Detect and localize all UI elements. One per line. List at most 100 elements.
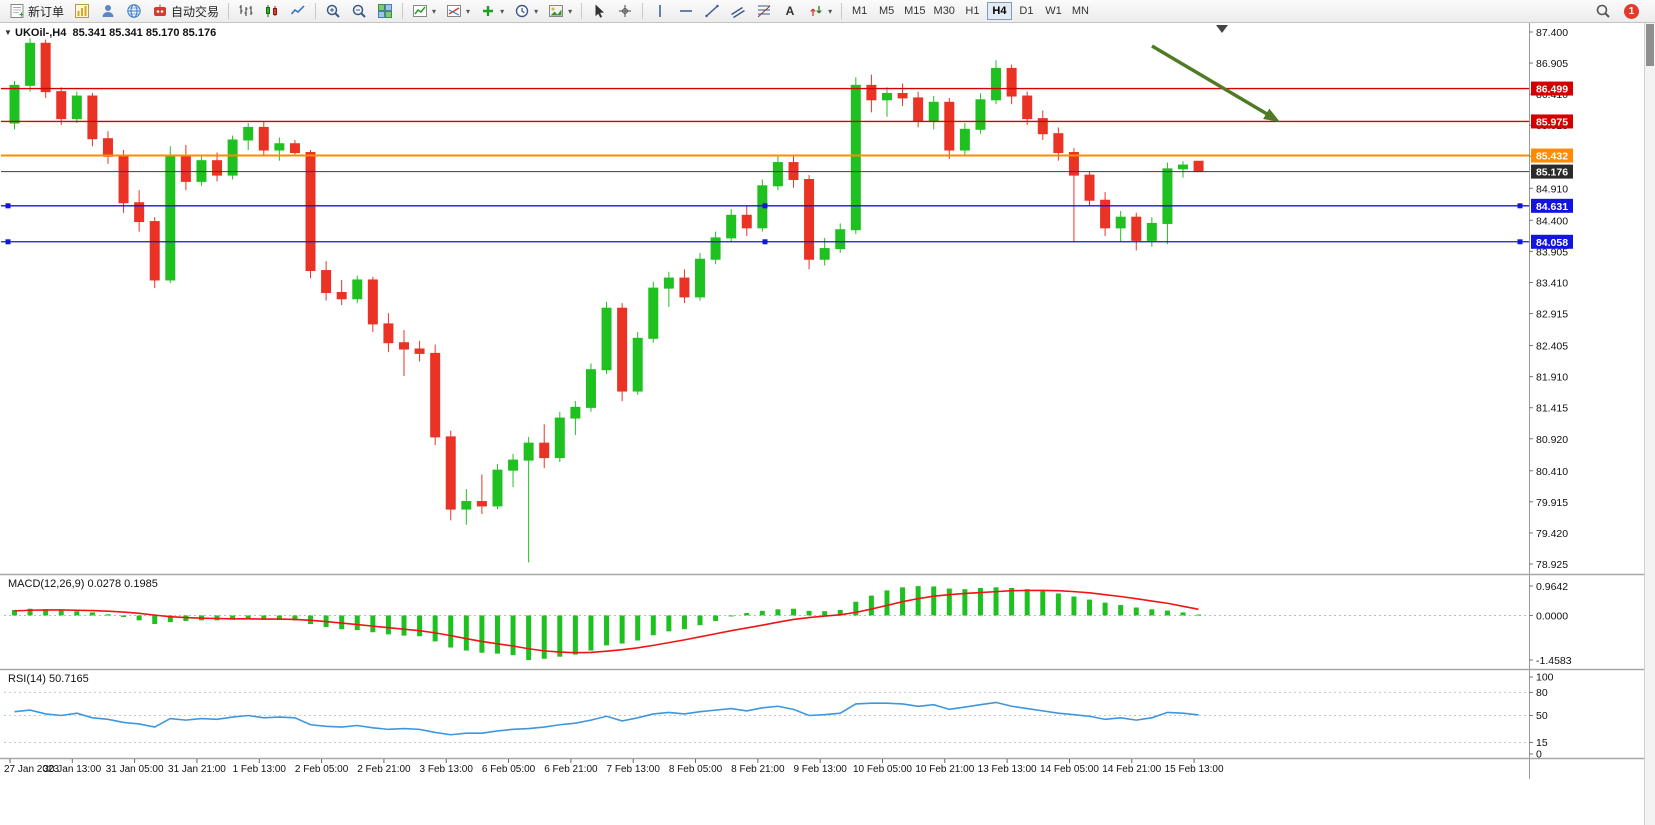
templates-button[interactable]: ▾: [544, 1, 576, 21]
macd-bar: [1024, 589, 1030, 616]
arrows-tool-button[interactable]: ▾: [804, 1, 836, 21]
price-axis-label: 80.410: [1536, 466, 1568, 478]
macd-bar: [1040, 591, 1046, 616]
line-chart-mode-button[interactable]: [286, 1, 310, 21]
line-handle[interactable]: [1517, 203, 1523, 209]
candle: [367, 279, 378, 325]
trendline-button[interactable]: [700, 1, 724, 21]
arrows-icon: [808, 3, 824, 19]
line-handle[interactable]: [762, 239, 768, 245]
periods-button[interactable]: ▾: [510, 1, 542, 21]
scrollbar-thumb[interactable]: [1646, 24, 1654, 66]
candle: [165, 155, 176, 281]
time-axis-label: 6 Feb 21:00: [544, 764, 598, 775]
cursor-button[interactable]: [587, 1, 611, 21]
notifications-badge[interactable]: 1: [1624, 3, 1639, 19]
macd-bar: [713, 615, 719, 621]
new-order-button[interactable]: 新订单: [5, 1, 68, 21]
bid-price-line-price-tag: [1531, 164, 1573, 179]
candle: [196, 160, 207, 182]
macd-bar: [853, 601, 859, 616]
vertical-scrollbar[interactable]: [1644, 23, 1655, 825]
zoom-in-button[interactable]: [321, 1, 345, 21]
dropdown-caret-icon: ▾: [432, 6, 437, 16]
autotrading-button[interactable]: 自动交易: [148, 1, 223, 21]
macd-bar: [276, 615, 282, 621]
candle: [679, 277, 690, 298]
candle: [975, 99, 986, 130]
macd-bar: [1180, 612, 1186, 616]
dropdown-caret-icon: ▾: [466, 6, 471, 16]
vertical-line-button[interactable]: [648, 1, 672, 21]
search-icon: [1595, 3, 1611, 19]
timeframe-button-d1[interactable]: D1: [1019, 5, 1034, 17]
objects-list-button[interactable]: ▾: [442, 1, 474, 21]
timeframe-button-m15[interactable]: M15: [904, 5, 926, 17]
text-tool-button[interactable]: A: [778, 1, 802, 21]
time-axis-label: 14 Feb 05:00: [1040, 764, 1099, 775]
candle: [180, 155, 191, 182]
time-axis-label: 31 Jan 05:00: [106, 764, 164, 775]
autotrading-button-label: 自动交易: [171, 4, 220, 19]
toolbar: 新订单 自动交易 ▾ ▾ ▾ ▾ ▾ A ▾ M1 M5 M15 M30 H1 H4 D1 W1 MN 1: [0, 0, 1655, 23]
price-axis-label: 80.920: [1536, 434, 1568, 446]
support-line-2-price-tag: [1531, 234, 1573, 249]
price-axis-label: 84.400: [1536, 215, 1568, 227]
time-axis-label: 3 Feb 13:00: [420, 764, 474, 775]
zoom-out-button[interactable]: [347, 1, 371, 21]
timeframe-button-m30[interactable]: M30: [933, 5, 955, 17]
macd-bar: [993, 587, 999, 616]
fibonacci-button[interactable]: [752, 1, 776, 21]
timeframe-button-h1[interactable]: H1: [965, 5, 980, 17]
time-axis-label: 8 Feb 21:00: [731, 764, 785, 775]
horizontal-line-button[interactable]: [674, 1, 698, 21]
community-button[interactable]: [122, 1, 146, 21]
line-handle[interactable]: [1517, 239, 1523, 245]
candle: [212, 160, 223, 176]
candle: [1100, 199, 1111, 229]
channel-button[interactable]: [726, 1, 750, 21]
bar-chart-mode-button[interactable]: [234, 1, 258, 21]
crosshair-button[interactable]: [613, 1, 637, 21]
new-chart-button[interactable]: [70, 1, 94, 21]
chart-shift-marker[interactable]: [1216, 25, 1228, 33]
add-indicator-button[interactable]: ▾: [476, 1, 508, 21]
candle: [1037, 118, 1048, 135]
chart-window-icon: [74, 3, 90, 19]
timeframe-button-mn[interactable]: MN: [1071, 5, 1089, 17]
macd-bar: [915, 586, 921, 616]
candle: [601, 307, 612, 371]
macd-bar: [261, 615, 267, 620]
candle: [913, 97, 924, 122]
annotation-arrow[interactable]: [1151, 44, 1268, 116]
candle: [1162, 168, 1173, 224]
macd-bar: [868, 595, 874, 616]
line-handle[interactable]: [5, 203, 11, 209]
line-handle[interactable]: [5, 239, 11, 245]
price-axis-label: 86.905: [1536, 58, 1568, 70]
macd-bar: [354, 615, 360, 631]
search-button[interactable]: [1591, 1, 1615, 21]
indicators-button[interactable]: ▾: [408, 1, 440, 21]
macd-bar: [666, 615, 672, 632]
timeframe-button-h4[interactable]: H4: [986, 2, 1012, 20]
profiles-button[interactable]: [96, 1, 120, 21]
timeframe-button-w1[interactable]: W1: [1045, 5, 1062, 17]
autotrading-icon: [152, 3, 168, 19]
line-handle[interactable]: [762, 203, 768, 209]
candle-chart-mode-button[interactable]: [260, 1, 284, 21]
one-click-trading-toggle[interactable]: ▼: [4, 28, 12, 37]
time-axis-label: 30 Jan 13:00: [43, 764, 101, 775]
candle: [539, 442, 550, 459]
candle: [959, 128, 970, 151]
price-tag-label: 85.432: [1536, 151, 1568, 163]
candle: [87, 95, 98, 140]
candle: [476, 501, 487, 507]
macd-bar: [791, 608, 796, 616]
candle: [56, 91, 67, 120]
tile-windows-button[interactable]: [373, 1, 397, 21]
timeframe-button-m5[interactable]: M5: [878, 5, 895, 17]
macd-bar: [74, 611, 80, 616]
timeframe-button-m1[interactable]: M1: [851, 5, 868, 17]
